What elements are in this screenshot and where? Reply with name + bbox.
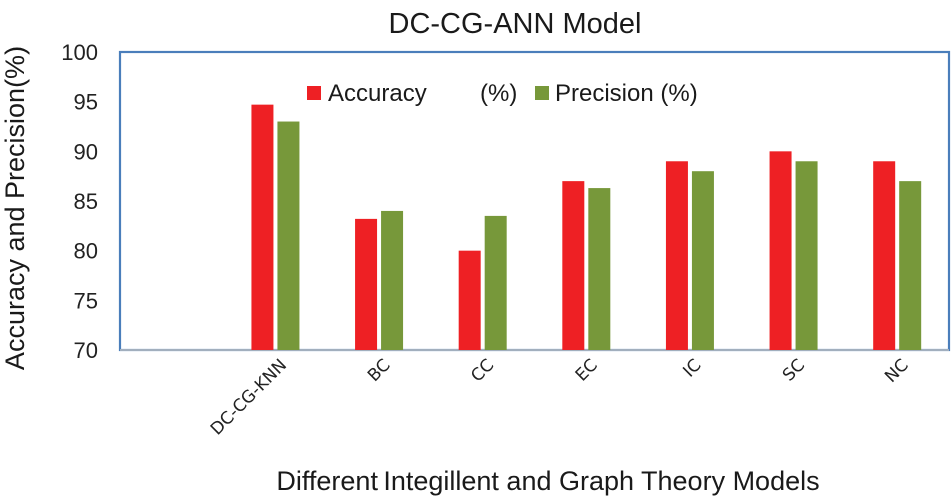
y-axis-ticks: 70 75 80 85 90 95 100 bbox=[61, 40, 98, 363]
x-axis-title: Different Integillent and Graph Theory M… bbox=[276, 466, 819, 496]
bar-precision-ic bbox=[691, 171, 714, 350]
bar-accuracy-nc bbox=[873, 161, 896, 350]
legend-label-precision: Precision (%) bbox=[555, 80, 698, 107]
bar-precision-sc bbox=[795, 161, 818, 350]
chart-title: DC-CG-ANN Model bbox=[389, 8, 642, 40]
bar-precision-cc bbox=[484, 215, 507, 350]
legend-swatch-precision bbox=[535, 86, 549, 100]
bar-accuracy-ec bbox=[562, 181, 585, 350]
bar-accuracy-sc bbox=[769, 151, 792, 350]
y-axis-title: Accuracy and Precision(%) bbox=[0, 46, 30, 370]
bar-accuracy-ic bbox=[665, 161, 688, 350]
y-tick-label-85: 85 bbox=[74, 189, 98, 214]
legend-label-accuracy: Accuracy (%) bbox=[328, 80, 517, 107]
bar-accuracy-cc bbox=[458, 250, 481, 350]
bars bbox=[251, 104, 922, 351]
y-tick-label-80: 80 bbox=[74, 239, 98, 264]
bar-precision-nc bbox=[899, 181, 922, 350]
bar-precision-dc-cg-knn bbox=[277, 121, 300, 351]
bar-accuracy-bc bbox=[355, 218, 378, 350]
y-tick-label-95: 95 bbox=[74, 90, 98, 115]
bar-precision-ec bbox=[588, 188, 611, 350]
y-tick-label-70: 70 bbox=[74, 338, 98, 363]
bar-precision-bc bbox=[381, 210, 404, 350]
y-tick-label-90: 90 bbox=[74, 139, 98, 164]
legend: Accuracy (%) Precision (%) bbox=[307, 80, 698, 107]
y-tick-label-100: 100 bbox=[61, 40, 98, 65]
y-tick-label-75: 75 bbox=[74, 288, 98, 313]
legend-swatch-accuracy bbox=[307, 86, 321, 100]
bar-accuracy-dc-cg-knn bbox=[251, 104, 274, 350]
